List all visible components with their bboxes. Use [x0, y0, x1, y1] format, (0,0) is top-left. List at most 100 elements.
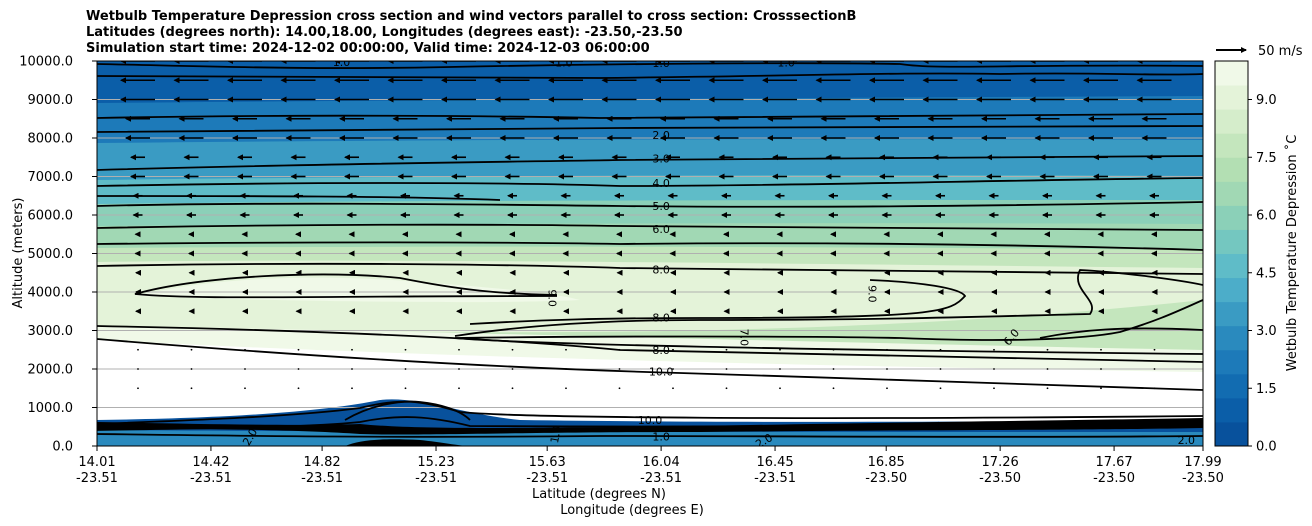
contour-1b [97, 72, 1203, 79]
band-5-6 [97, 200, 1203, 228]
x-tick-label-lon: -23.50 [979, 471, 1021, 486]
x-tick-label-lon: -23.51 [76, 471, 118, 486]
contour-4 [97, 177, 1203, 187]
x-tick-label-lon: -23.51 [190, 471, 232, 486]
wind-vector [1153, 368, 1156, 370]
chart-title: Wetbulb Temperature Depression cross sec… [86, 9, 856, 57]
contour-labels: 1.0 1.0 1.0 1.0 2.0 3.0 4.0 5.0 6.0 8.0 9.0 9.0 8.0 7… [240, 56, 1195, 446]
wind-vector [939, 368, 942, 370]
title-line-2: Latitudes (degrees north): 14.00,18.00, … [86, 25, 683, 40]
contour-8 [97, 262, 1203, 275]
x-tick-label-lat: 16.45 [756, 455, 793, 470]
contour-label: 1.0 [652, 57, 670, 70]
colorbar-segment [1215, 133, 1248, 158]
colorbar-segment [1215, 205, 1248, 230]
contour-9b [469, 279, 967, 325]
wind-vector [511, 387, 514, 390]
wind-vector [1100, 368, 1102, 370]
contour-7 [454, 299, 1203, 355]
wind-vector [190, 348, 193, 351]
wind-vector [618, 348, 621, 351]
quiver-key-label: 50 m/s [1258, 44, 1303, 59]
contour-5 [97, 201, 1203, 208]
y-tick-label: 5000.0 [28, 247, 74, 262]
band-dark-top [97, 61, 1203, 105]
title-line-1: Wetbulb Temperature Depression cross sec… [86, 9, 857, 24]
colorbar-label: Wetbulb Temperature Depression ˚C [1284, 135, 1300, 372]
wind-vector [1046, 348, 1049, 351]
wind-vector [618, 387, 621, 390]
wind-vector [939, 387, 942, 390]
contour-label: 8.0 [652, 311, 670, 324]
band-dry-bottom [97, 326, 1203, 372]
contour-6b [97, 241, 1203, 251]
contour-label: 10.0 [649, 365, 674, 378]
wind-vector [137, 368, 139, 370]
colorbar-tick-label: 1.5 [1256, 382, 1277, 397]
wind-vector [886, 368, 888, 370]
wind-vector [297, 348, 300, 351]
contour-label: 9.0 [865, 285, 878, 303]
colorbar-tick-label: 7.5 [1256, 151, 1277, 166]
wind-vector [404, 368, 407, 370]
contour-label: 5.0 [652, 200, 670, 213]
x-tick-label-lon: -23.50 [1093, 471, 1135, 486]
wind-vector [993, 387, 995, 390]
contour-label: 4.0 [652, 177, 670, 190]
x-tick-label-lon: -23.51 [754, 471, 796, 486]
contour-9 [134, 273, 558, 299]
wind-vector [137, 348, 139, 351]
x-tick-label-lat: 15.23 [417, 455, 454, 470]
wind-vector [1046, 368, 1049, 370]
x-tick-label-lon: -23.51 [415, 471, 457, 486]
x-axis-label-lon: Longitude (degrees E) [560, 503, 704, 518]
colorbar-frame [1214, 60, 1249, 447]
colorbar-segment [1215, 325, 1248, 351]
colorbar-segment [1215, 229, 1248, 254]
x-tick-label-lat: 14.01 [78, 455, 115, 470]
wind-vector [351, 387, 353, 390]
wind-vector [939, 348, 942, 351]
y-axis: 0.0 1000.0 2000.0 3000.0 4000.0 5000.0 6000.0 7… [19, 55, 97, 455]
colorbar-segment [1215, 397, 1248, 423]
contour-6 [97, 223, 1203, 231]
contour-label: 9.0 [546, 289, 559, 307]
contour-6c [1039, 327, 1203, 339]
colorbar-tick-label: 0.0 [1256, 440, 1277, 455]
x-tick-label-lon: -23.50 [1182, 471, 1224, 486]
wind-vector [565, 348, 567, 351]
wind-vector [832, 387, 835, 390]
colorbar: 0.0 1.5 3.0 4.5 6.0 7.5 9.0 [1215, 61, 1277, 455]
wind-vectors [120, 61, 1172, 390]
y-tick-label: 7000.0 [28, 170, 74, 185]
x-tick-label-lat: 15.63 [529, 455, 566, 470]
band-surface-light [97, 430, 1203, 446]
wind-vector [351, 348, 353, 351]
contour-label: 6.0 [652, 223, 670, 236]
wind-vector [779, 368, 781, 370]
x-tick-label-lat: 17.26 [982, 455, 1019, 470]
contour-label: 1.0 [555, 57, 573, 70]
colorbar-tick-label: 3.0 [1256, 324, 1277, 339]
contour-label: 1.0 [777, 57, 795, 70]
contour-label: 7.0 [737, 329, 750, 347]
colorbar-tick-label: 6.0 [1256, 209, 1277, 224]
contour-label: 1.0 [333, 56, 351, 69]
contour-lines [97, 62, 1203, 438]
wind-vector [351, 368, 353, 370]
contour-surface-d [344, 400, 471, 421]
y-tick-label: 10000.0 [19, 55, 73, 70]
wind-vector [404, 387, 407, 390]
contour-1 [97, 62, 1203, 69]
wind-vector [297, 368, 300, 370]
wind-vector [886, 348, 888, 351]
colorbar-segment [1215, 109, 1248, 134]
contour-3 [97, 155, 1203, 171]
contour-10 [97, 338, 1203, 391]
y-tick-label: 2000.0 [28, 363, 74, 378]
wind-vector [779, 387, 781, 390]
colorbar-tick-label: 4.5 [1256, 266, 1277, 281]
x-tick-label-lat: 14.42 [192, 455, 229, 470]
x-tick-label-lat: 16.04 [643, 455, 680, 470]
